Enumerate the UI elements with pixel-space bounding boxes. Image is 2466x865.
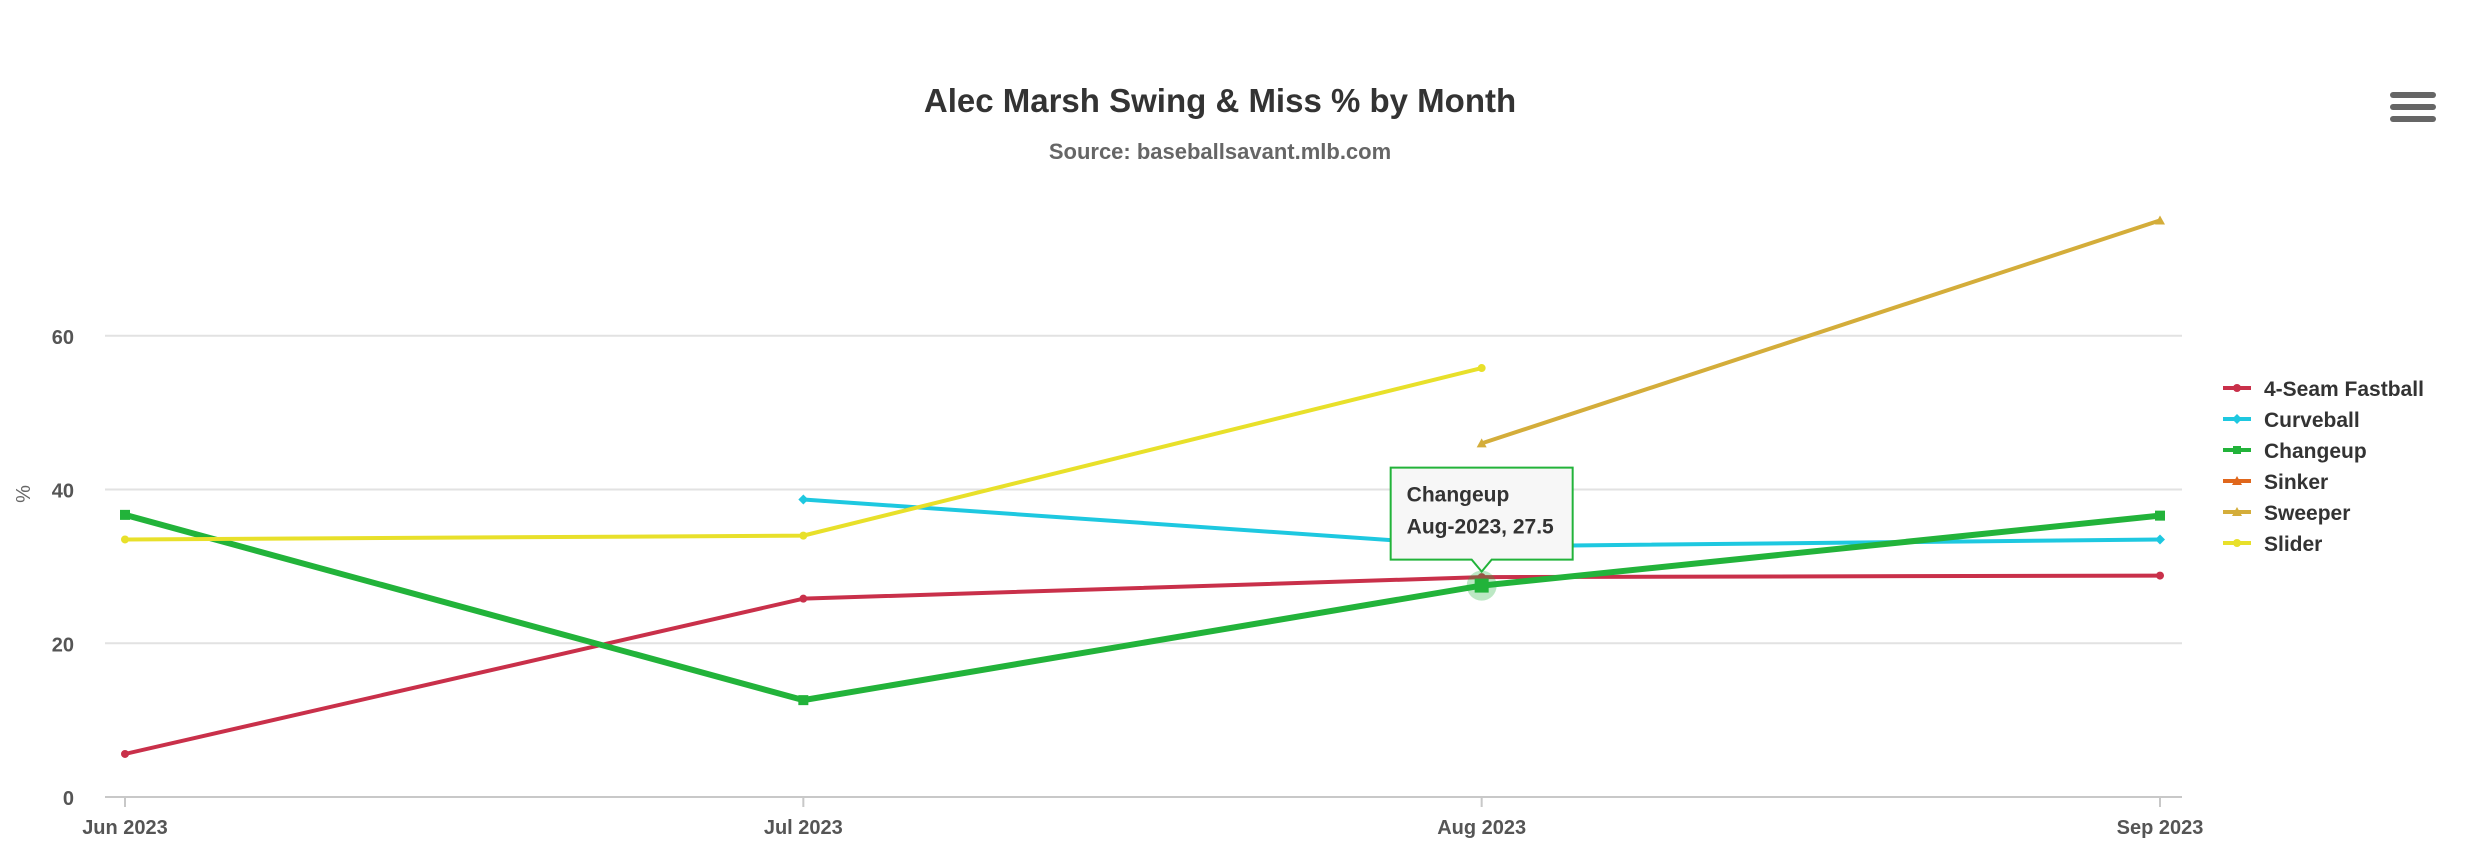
- legend-item[interactable]: Sinker: [2223, 471, 2328, 494]
- data-point: [2155, 215, 2165, 225]
- legend-marker: [2232, 414, 2242, 424]
- data-point: [799, 531, 808, 540]
- context-menu-button[interactable]: [2390, 92, 2436, 132]
- y-tick-label: 40: [52, 481, 74, 503]
- chart-title: Alec Marsh Swing & Miss % by Month: [924, 82, 1516, 119]
- x-tick-label: Aug 2023: [1437, 817, 1526, 839]
- series-line: [123, 366, 1484, 542]
- legend-marker: [2232, 476, 2242, 485]
- data-point: [2156, 571, 2164, 580]
- x-axis-ticks: Jun 2023 Jul 2023 Aug 2023 Sep 2023: [82, 797, 2203, 839]
- data-point: [2155, 510, 2165, 521]
- legend-marker: [2233, 539, 2241, 547]
- legend-label: Changeup: [2264, 440, 2367, 463]
- y-tick-label: 0: [63, 788, 74, 810]
- data-point: [2155, 534, 2165, 545]
- series-line: [123, 573, 2162, 756]
- tooltip-series-label: Changeup: [1407, 484, 1510, 507]
- series-line: [1479, 218, 2162, 446]
- x-tick-label: Jul 2023: [764, 817, 843, 839]
- chart-subtitle: Source: baseballsavant.mlb.com: [1049, 139, 1391, 164]
- series-sweeper: [1476, 215, 2165, 448]
- tooltip-box: [1389, 466, 1574, 574]
- y-tick-label: 20: [52, 634, 74, 656]
- legend-label: Curveball: [2264, 409, 2360, 432]
- data-point: [1477, 364, 1486, 373]
- x-tick-label: Jun 2023: [82, 817, 168, 839]
- legend-label: Sweeper: [2264, 502, 2350, 525]
- data-point: [798, 494, 809, 505]
- y-axis-title: %: [13, 485, 35, 503]
- data-point: [121, 535, 129, 544]
- legend-item[interactable]: Changeup: [2223, 440, 2367, 463]
- series-group: [120, 215, 2165, 758]
- x-tick-label: Sep 2023: [2117, 817, 2204, 839]
- legend-marker: [2233, 384, 2241, 392]
- tooltip-value-label: Aug-2023, 27.5: [1407, 516, 1554, 539]
- legend-item[interactable]: 4-Seam Fastball: [2223, 378, 2424, 401]
- data-point: [120, 509, 130, 520]
- data-point: [798, 695, 809, 706]
- grid-lines: [105, 334, 2182, 798]
- data-point: [799, 594, 808, 603]
- series-line: [122, 511, 2163, 704]
- legend-label: Sinker: [2264, 471, 2328, 494]
- hamburger-icon: [2390, 92, 2436, 98]
- hamburger-icon-bar: [2390, 104, 2436, 110]
- series-slider: [121, 364, 1486, 544]
- legend-marker: [2232, 507, 2242, 516]
- hamburger-icon-bar: [2390, 116, 2436, 122]
- legend-label: Slider: [2264, 533, 2322, 556]
- data-point: [121, 749, 129, 758]
- legend-label: 4-Seam Fastball: [2264, 378, 2424, 401]
- data-point: [1476, 438, 1487, 448]
- legend-item[interactable]: Sweeper: [2223, 502, 2350, 525]
- legend-marker: [2233, 446, 2241, 454]
- tooltip: Changeup Aug-2023, 27.5: [1389, 466, 1574, 574]
- legend-item[interactable]: Curveball: [2223, 409, 2360, 432]
- y-axis-ticks: 0 20 40 60: [52, 327, 74, 810]
- hover-point: [1474, 578, 1489, 593]
- y-tick-label: 60: [52, 327, 74, 349]
- legend-item[interactable]: Slider: [2223, 533, 2322, 556]
- legend: 4-Seam Fastball Curveball Changeup Sinker Sw…: [2223, 378, 2424, 556]
